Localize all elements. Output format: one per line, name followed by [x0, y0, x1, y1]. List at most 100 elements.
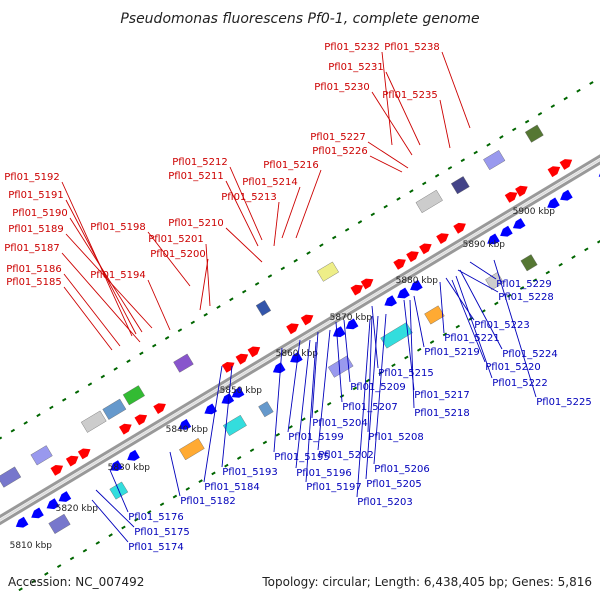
reverse-label-leader	[273, 347, 283, 453]
forward-gene-label: Pfl01_5201	[148, 234, 204, 245]
map-decoration	[0, 76, 600, 592]
forward-gene-arrow	[119, 423, 132, 435]
reverse-label-leader	[451, 279, 486, 363]
forward-gene-label: Pfl01_5187	[4, 243, 60, 254]
reverse-gene-label: Pfl01_5176	[128, 512, 184, 523]
reverse-gene-label: Pfl01_5217	[414, 390, 470, 401]
forward-label-leader	[441, 51, 471, 129]
feature-box	[524, 124, 544, 143]
forward-label-leader	[65, 233, 153, 329]
kbp-tick-label: 5820 kbp	[56, 504, 99, 514]
reverse-gene-arrow	[46, 498, 60, 510]
reverse-gene-label: Pfl01_5205	[366, 479, 422, 490]
forward-gene-label: Pfl01_5200	[150, 249, 206, 260]
forward-gene-arrow	[406, 251, 419, 263]
forward-label-leader	[385, 71, 421, 146]
reverse-gene-arrow	[410, 279, 423, 291]
reverse-gene-arrow	[397, 287, 410, 299]
feature-box	[179, 437, 205, 461]
forward-gene-label: Pfl01_5194	[90, 270, 146, 281]
reverse-gene-label: Pfl01_5229	[496, 279, 552, 290]
feature-box	[327, 355, 354, 378]
feature-box	[48, 513, 71, 534]
reverse-gene-label: Pfl01_5174	[128, 542, 184, 553]
feature-box	[102, 398, 127, 420]
reverse-label-leader	[409, 299, 415, 409]
forward-gene-label: Pfl01_5190	[12, 208, 68, 219]
reverse-gene-arrow	[290, 352, 303, 363]
feature-box	[30, 445, 53, 466]
forward-gene-label: Pfl01_5216	[263, 160, 319, 171]
forward-gene-label: Pfl01_5211	[168, 171, 224, 182]
reverse-label-leader	[203, 365, 223, 483]
feature-box	[380, 322, 413, 349]
forward-gene-label: Pfl01_5226	[312, 146, 368, 157]
reverse-gene-label: Pfl01_5184	[204, 482, 260, 493]
forward-gene-arrow	[559, 159, 573, 170]
backbone-line	[0, 161, 600, 526]
reverse-gene-label: Pfl01_5204	[312, 418, 368, 429]
forward-gene-arrow	[300, 314, 314, 326]
forward-gene-arrow	[153, 403, 166, 414]
reverse-gene-label: Pfl01_5182	[180, 496, 236, 507]
reverse-label-leader	[221, 365, 233, 468]
reverse-gene-arrow	[58, 491, 72, 502]
forward-gene-arrow	[360, 278, 374, 290]
forward-gene-label: Pfl01_5235	[382, 90, 438, 101]
reverse-gene-label: Pfl01_5203	[357, 497, 413, 508]
forward-label-leader	[205, 243, 211, 307]
reverse-gene-label: Pfl01_5208	[368, 432, 424, 443]
kbp-ticks: 5810 kbp 5820 kbp 5830 kbp 5840 kbp 5850 kbp…	[10, 207, 556, 551]
forward-gene-arrow	[65, 455, 79, 467]
backbone-line	[0, 154, 600, 519]
kbp-tick-label: 5850 kbp	[220, 386, 263, 396]
kbp-tick-label: 5830 kbp	[108, 463, 151, 473]
reverse-gene-label: Pfl01_5215	[378, 368, 434, 379]
forward-label-leader	[229, 166, 263, 241]
feature-box	[450, 176, 470, 195]
forward-gene-label: Pfl01_5230	[314, 82, 370, 93]
reverse-label-leader	[95, 489, 135, 528]
reverse-gene-label: Pfl01_5195	[274, 452, 330, 463]
forward-gene-label: Pfl01_5191	[8, 190, 64, 201]
forward-label-leader	[225, 180, 259, 247]
reverse-label-leader	[365, 315, 379, 480]
reverse-gene-arrow	[110, 460, 123, 471]
forward-label-leader	[199, 258, 209, 311]
reverse-gene-arrow	[221, 393, 235, 404]
reverse-label-leader	[305, 341, 317, 483]
reverse-gene-label: Pfl01_5228	[498, 292, 554, 303]
feature-box	[0, 466, 22, 488]
reverse-label-leader	[356, 319, 371, 498]
reverse-label-leader	[335, 321, 343, 403]
forward-label-leader	[439, 99, 451, 149]
forward-gene-label: Pfl01_5227	[310, 132, 366, 143]
forward-gene-arrow	[221, 362, 235, 373]
map-title: Pseudomonas fluorescens Pf0-1, complete …	[120, 11, 479, 27]
forward-gene-label: Pfl01_5232	[324, 42, 380, 53]
forward-label-leader	[381, 51, 393, 146]
kbp-tick-label: 5810 kbp	[10, 541, 53, 551]
forward-label-leader	[295, 169, 322, 239]
forward-label-leader	[61, 252, 141, 343]
forward-gene-arrow	[350, 284, 364, 296]
kbp-tick-label: 5890 kbp	[463, 240, 506, 250]
feature-box	[483, 150, 506, 171]
reverse-gene-arrow	[500, 225, 513, 237]
reverse-gene-arrow	[512, 218, 526, 229]
forward-label-leader	[63, 273, 121, 347]
forward-gene-label: Pfl01_5238	[384, 42, 440, 53]
forward-gene-arrow	[547, 166, 561, 178]
reverse-label-leader	[469, 261, 497, 280]
reverse-gene-arrow	[15, 516, 29, 528]
feature-box	[258, 401, 274, 418]
reverse-gene-label: Pfl01_5225	[536, 397, 592, 408]
reverse-gene-arrow	[384, 295, 397, 307]
forward-gene-label: Pfl01_5185	[6, 277, 62, 288]
feature-box	[424, 305, 445, 325]
reverse-gene-label: Pfl01_5224	[502, 349, 558, 360]
forward-label-leader	[281, 186, 301, 239]
reverse-gene-arrow	[345, 318, 359, 330]
forward-label-leader	[69, 217, 143, 333]
